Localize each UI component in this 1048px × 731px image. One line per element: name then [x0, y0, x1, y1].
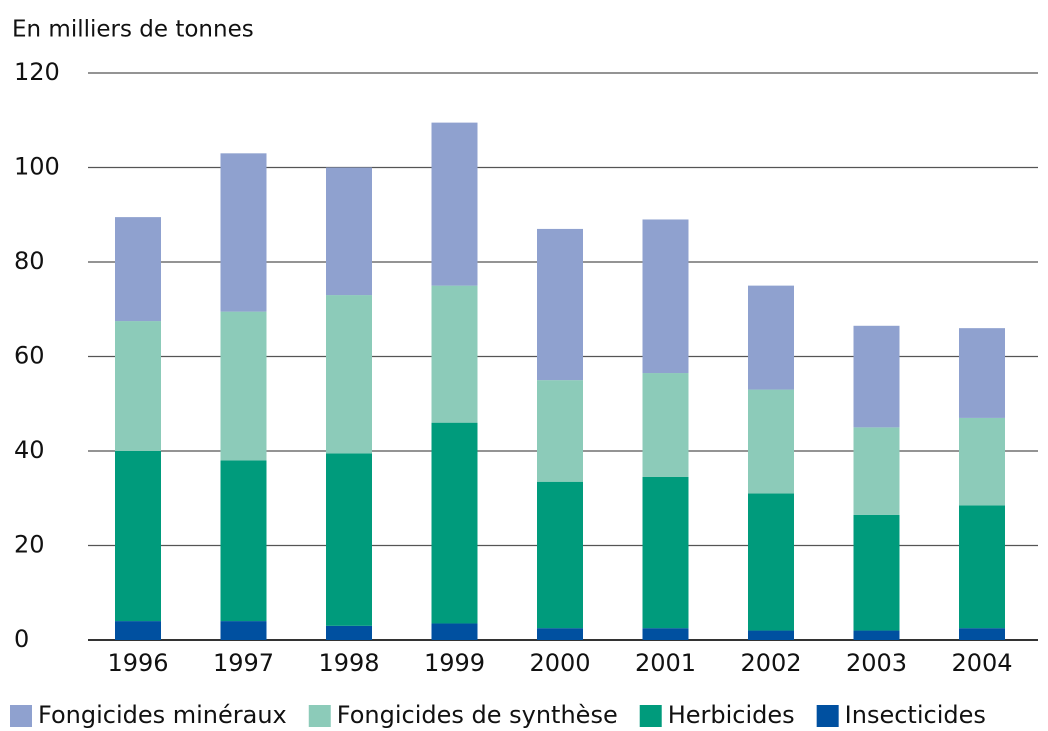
bar-segment: [853, 427, 900, 515]
y-tick-label: 40: [14, 436, 45, 464]
x-tick-label: 2003: [846, 649, 907, 677]
bar-segment: [115, 321, 161, 451]
bar-segment: [115, 451, 161, 622]
legend-label: Fongicides minéraux: [38, 701, 287, 729]
x-tick-label: 2001: [635, 649, 696, 677]
bar-segment: [959, 328, 1005, 418]
bar-segment: [537, 481, 583, 629]
bar-segment: [959, 505, 1005, 629]
y-tick-label: 20: [14, 531, 45, 559]
bar-segment: [853, 514, 900, 631]
y-tick-label: 60: [14, 342, 45, 370]
bar-segment: [220, 153, 267, 312]
bar-segment: [220, 460, 267, 622]
x-tick-label: 1998: [318, 649, 379, 677]
x-tick-label: 2004: [951, 649, 1012, 677]
legend-swatch: [10, 705, 32, 727]
bar-segment: [431, 623, 478, 640]
bar-segment: [959, 628, 1005, 640]
bar-segment: [220, 311, 267, 461]
bar-segment: [642, 476, 689, 629]
bar-segment: [748, 493, 794, 631]
bar-segment: [642, 628, 689, 640]
bar-segment: [220, 621, 267, 640]
legend-label: Insecticides: [845, 701, 986, 729]
bar-segment: [431, 422, 478, 624]
bar-segment: [326, 453, 372, 626]
y-tick-label: 0: [14, 625, 29, 653]
x-tick-label: 2000: [529, 649, 590, 677]
bar-segment: [115, 217, 161, 322]
legend-swatch: [639, 705, 662, 727]
y-tick-label: 80: [14, 247, 45, 275]
bar-segment: [326, 167, 372, 296]
bar-segment: [326, 625, 372, 640]
bar-segment: [537, 628, 583, 640]
bar-segment: [537, 380, 583, 482]
x-tick-label: 1996: [107, 649, 168, 677]
bar-segment: [326, 295, 372, 454]
bar-segment: [959, 417, 1005, 506]
legend-label: Fongicides de synthèse: [337, 701, 618, 729]
x-tick-label: 2002: [740, 649, 801, 677]
bar-segment: [853, 630, 900, 640]
bar-segment: [115, 621, 161, 640]
bar-segment: [431, 122, 478, 286]
legend-label: Herbicides: [668, 701, 795, 729]
x-tick-label: 1997: [213, 649, 274, 677]
legend-swatch: [816, 705, 839, 727]
y-tick-label: 120: [14, 58, 60, 86]
bar-segment: [431, 285, 478, 423]
legend-swatch: [308, 705, 331, 727]
bar-segment: [748, 285, 794, 390]
chart-title: En milliers de tonnes: [12, 17, 254, 43]
y-tick-label: 100: [14, 153, 60, 181]
bar-segment: [642, 373, 689, 477]
bar-segment: [748, 389, 794, 494]
bar-segment: [853, 325, 900, 428]
bar-segment: [748, 630, 794, 640]
bar-segment: [537, 228, 583, 381]
bar-segment: [642, 219, 689, 374]
x-tick-label: 1999: [424, 649, 485, 677]
